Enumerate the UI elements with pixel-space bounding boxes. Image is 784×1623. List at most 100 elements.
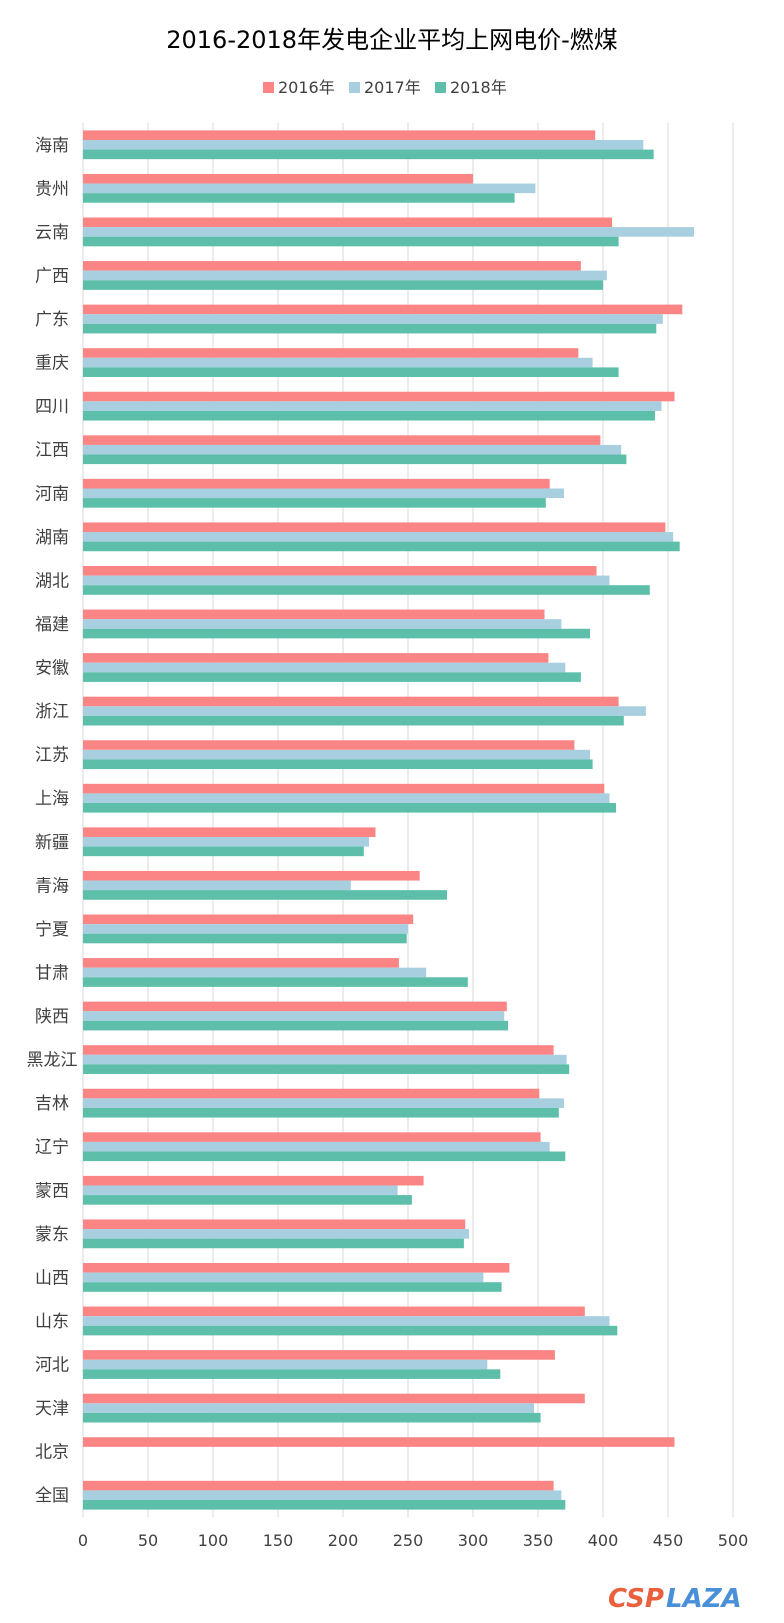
watermark-part2: LAZA (666, 1584, 742, 1614)
bar (83, 870, 420, 881)
category-label: 青海 (35, 876, 69, 896)
bar (83, 977, 468, 987)
bar (83, 1490, 562, 1501)
bar (83, 454, 627, 465)
bar (83, 1175, 424, 1186)
category-label: 山东 (35, 1312, 69, 1332)
category-label: 上海 (35, 789, 69, 809)
category-label: 浙江 (35, 702, 69, 722)
bar (83, 1045, 554, 1055)
x-tick-label: 0 (78, 1531, 88, 1550)
bar (83, 1064, 570, 1074)
bar (83, 227, 694, 237)
bar (83, 1185, 398, 1196)
bar (83, 1229, 470, 1239)
bar (83, 304, 683, 315)
category-label: 新疆 (35, 833, 69, 853)
bar (83, 280, 603, 290)
bar (83, 793, 610, 804)
category-label: 吉林 (35, 1094, 69, 1114)
bar (83, 1238, 464, 1249)
bar (83, 715, 624, 726)
legend: 2016年 2017年 2018年 (263, 78, 507, 97)
bar (83, 367, 619, 377)
bar (83, 609, 545, 620)
bar (83, 498, 546, 508)
bar (83, 193, 515, 203)
bar (83, 1054, 567, 1065)
category-labels: 海南贵州云南广西广东重庆四川江西河南湖南湖北福建安徽浙江江苏上海新疆青海宁夏甘肃… (27, 136, 78, 1506)
x-tick-label: 350 (523, 1531, 554, 1550)
bar (83, 566, 597, 576)
bar (83, 323, 657, 334)
bar (83, 1480, 554, 1491)
category-label: 湖南 (35, 528, 69, 548)
bar (83, 357, 593, 368)
bar (83, 706, 646, 716)
bar (83, 444, 622, 455)
bar (83, 139, 644, 150)
bar (83, 410, 655, 421)
bar (83, 827, 376, 837)
bar (83, 575, 610, 586)
bar (83, 749, 590, 760)
legend-swatch (349, 82, 360, 93)
category-label: 宁夏 (35, 920, 69, 940)
bar (83, 890, 447, 900)
bar (83, 183, 536, 194)
legend-swatch (263, 82, 274, 93)
bar (83, 619, 562, 629)
category-label: 重庆 (35, 354, 69, 374)
bar (83, 803, 616, 813)
category-label: 河南 (35, 484, 69, 504)
category-label: 河北 (35, 1356, 69, 1376)
bar (83, 1020, 509, 1031)
bar (83, 1272, 484, 1283)
legend-label: 2016年 (278, 78, 335, 97)
bar (83, 628, 590, 639)
bar (83, 585, 650, 595)
watermark: CSP LAZA (608, 1584, 742, 1614)
category-label: 湖北 (35, 571, 69, 591)
bar (83, 391, 675, 402)
bar (83, 435, 601, 445)
bar (83, 478, 550, 489)
bar (83, 783, 605, 794)
bar (83, 270, 607, 281)
x-tick-label: 150 (263, 1531, 294, 1550)
bar (83, 1195, 412, 1205)
watermark-part1: CSP (608, 1584, 664, 1614)
category-label: 天津 (35, 1399, 69, 1419)
x-tick-label: 500 (718, 1531, 749, 1550)
bar (83, 1151, 566, 1162)
bar (83, 541, 680, 552)
bar (83, 488, 564, 499)
x-tick-labels: 0 50 100 150 200 250 300 350 400 450 500 (78, 1531, 748, 1550)
bar (83, 348, 579, 358)
category-label: 蒙东 (35, 1225, 69, 1245)
bar (83, 924, 408, 934)
bar (83, 1369, 501, 1379)
legend-label: 2017年 (364, 78, 421, 97)
bar (83, 1132, 541, 1142)
category-label: 江苏 (35, 746, 69, 766)
bar (83, 1393, 585, 1404)
x-tick-label: 400 (588, 1531, 619, 1550)
bar (83, 1306, 585, 1317)
chart-title: 2016-2018年发电企业平均上网电价-燃煤 (166, 26, 617, 54)
bar (83, 1500, 566, 1510)
category-label: 陕西 (35, 1007, 69, 1027)
legend-label: 2018年 (450, 78, 507, 97)
x-tick-label: 50 (138, 1531, 158, 1550)
bar (83, 173, 473, 184)
bar (83, 1098, 564, 1108)
category-label: 黑龙江 (27, 1051, 78, 1071)
bar (83, 1088, 540, 1099)
category-label: 北京 (35, 1443, 69, 1463)
x-tick-label: 450 (653, 1531, 684, 1550)
category-label: 蒙西 (35, 1181, 69, 1201)
x-tick-label: 250 (393, 1531, 424, 1550)
bar (83, 740, 575, 750)
category-label: 云南 (35, 223, 69, 243)
